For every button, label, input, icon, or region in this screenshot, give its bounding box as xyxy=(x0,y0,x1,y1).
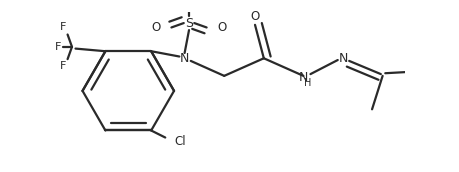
Text: S: S xyxy=(185,17,193,30)
Text: H: H xyxy=(303,78,311,88)
Text: F: F xyxy=(60,23,66,33)
Text: N: N xyxy=(337,52,347,65)
Text: F: F xyxy=(55,42,61,52)
Text: S: S xyxy=(458,32,459,45)
Text: O: O xyxy=(218,21,227,34)
Text: O: O xyxy=(151,21,160,34)
Text: N: N xyxy=(179,52,189,65)
Text: F: F xyxy=(60,61,66,71)
Text: N: N xyxy=(298,71,308,84)
Text: O: O xyxy=(250,9,259,23)
Text: Cl: Cl xyxy=(174,135,185,148)
